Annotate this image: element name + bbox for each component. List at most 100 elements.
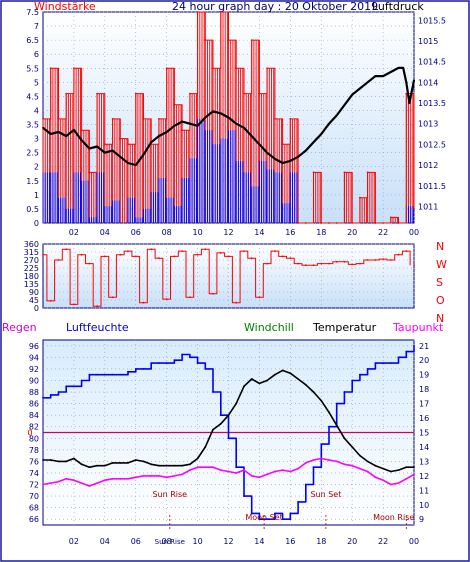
pressure-line-point: [119, 155, 122, 158]
temperature-line-point: [250, 378, 253, 380]
label-taupunkt: Taupunkt: [392, 321, 444, 334]
dewpoint-line-point: [281, 469, 284, 471]
pressure-line-point: [289, 160, 292, 162]
wind-gust-line-point: [243, 92, 245, 95]
wind-direction-point: [134, 255, 137, 258]
dewpoint-line-point: [389, 483, 392, 486]
right-tick-luftdruck: 1014: [418, 78, 438, 87]
humidity-line-point: [42, 396, 44, 399]
pressure-line-point: [343, 104, 346, 106]
dewpoint-line-point: [328, 459, 330, 461]
wind-direction-point: [281, 255, 284, 258]
pressure-line-point: [408, 102, 411, 104]
wind-direction-point: [119, 253, 122, 256]
left-tick-luftfeuchte: 92: [29, 365, 39, 374]
wind-direction-point: [413, 264, 415, 267]
temperature-line-point: [335, 424, 338, 427]
left-tick-luftfeuchte: 70: [29, 492, 39, 501]
dewpoint-line-point: [405, 477, 408, 480]
wind-direction-point: [219, 252, 222, 254]
temperature-line-point: [65, 460, 68, 463]
dewpoint-line-point: [111, 477, 114, 480]
pressure-line-point: [103, 151, 106, 154]
right-tick-luftdruck: 1013.5: [418, 99, 446, 108]
compass-label: N: [436, 312, 444, 325]
humidity-line-point: [212, 391, 214, 393]
x-tick-panel1: 08: [162, 228, 172, 237]
right-tick-temperatur: 21: [419, 342, 429, 351]
humidity-line-point: [65, 385, 68, 388]
wind-direction-point: [258, 296, 261, 299]
left-tick-luftfeuchte: 86: [29, 400, 39, 409]
wind-direction-point: [366, 259, 369, 261]
humidity-line-point: [304, 483, 307, 486]
x-tick-panel1: 10: [193, 228, 203, 237]
pressure-line-point: [413, 79, 415, 82]
label-windchill: Windchill: [244, 321, 294, 334]
humidity-line-point: [274, 512, 276, 515]
humidity-line-point: [235, 466, 238, 469]
wind-gust-line-point: [304, 222, 307, 224]
dewpoint-line-point: [204, 466, 207, 469]
pressure-line-point: [165, 131, 168, 133]
left-tick-luftfeuchte: 68: [29, 504, 39, 513]
wind-direction-point: [266, 262, 268, 265]
wind-direction-point: [212, 292, 214, 295]
right-tick-luftdruck: 1015.5: [418, 16, 446, 25]
dewpoint-line-point: [196, 466, 199, 469]
pressure-line-point: [235, 122, 238, 125]
wind-direction-point: [374, 259, 377, 261]
temperature-line-point: [111, 462, 114, 464]
humidity-line-point: [219, 414, 222, 417]
wind-gust-line-point: [204, 39, 207, 41]
wind-gust-line-point: [397, 222, 400, 224]
humidity-line-point: [73, 385, 75, 388]
temperature-line-point: [42, 459, 44, 461]
dewpoint-line-point: [335, 460, 338, 463]
right-tick-temperatur: 13: [419, 457, 429, 466]
right-tick-temperatur: 16: [419, 414, 429, 423]
humidity-line-point: [328, 425, 330, 428]
dewpoint-line-point: [150, 475, 153, 477]
pressure-line-point: [181, 120, 184, 123]
wind-direction-point: [335, 260, 338, 263]
humidity-line-point: [127, 370, 129, 373]
left-tick-direction: 360: [24, 240, 39, 249]
wind-direction-point: [343, 260, 346, 263]
pressure-line-point: [405, 81, 408, 84]
dewpoint-line-point: [235, 472, 238, 474]
wind-gust-line-point: [374, 222, 377, 224]
pressure-line-point: [189, 122, 191, 125]
dewpoint-line-point: [219, 469, 222, 471]
temperature-line-point: [405, 466, 408, 469]
humidity-line-point: [413, 344, 415, 347]
humidity-line-point: [250, 512, 253, 515]
wind-direction-point: [389, 259, 392, 261]
left-tick-windstaerke: 3.5: [26, 121, 39, 130]
wind-gust-line-point: [103, 143, 106, 146]
pressure-line-point: [158, 135, 160, 138]
temperature-line-point: [397, 469, 400, 471]
temperature-line-point: [119, 462, 122, 464]
pressure-line-point: [281, 162, 284, 164]
wind-gust-line-point: [281, 143, 284, 146]
temperature-line-point: [150, 463, 153, 466]
x-tick-panel1: 06: [131, 228, 141, 237]
wind-direction-point: [96, 305, 98, 308]
humidity-line-point: [119, 373, 122, 376]
x-tick-panel3: 20: [347, 537, 357, 546]
left-tick-direction: 90: [29, 288, 39, 297]
x-tick-panel1: 22: [378, 228, 388, 237]
wind-gust-line-point: [258, 92, 261, 95]
wind-gust-line-point: [65, 92, 68, 95]
temperature-line-point: [49, 459, 52, 461]
humidity-line-point: [312, 466, 315, 469]
pressure-line-point: [204, 116, 207, 119]
temperature-line-point: [289, 372, 292, 375]
wind-direction-point: [173, 255, 176, 258]
dewpoint-line-point: [227, 470, 230, 473]
wind-direction-point: [297, 262, 299, 265]
header-center: 24 hour graph day : 20 Oktober 2019: [172, 0, 378, 13]
pressure-line-point: [359, 87, 361, 90]
right-tick-luftdruck: 1012: [418, 161, 438, 170]
